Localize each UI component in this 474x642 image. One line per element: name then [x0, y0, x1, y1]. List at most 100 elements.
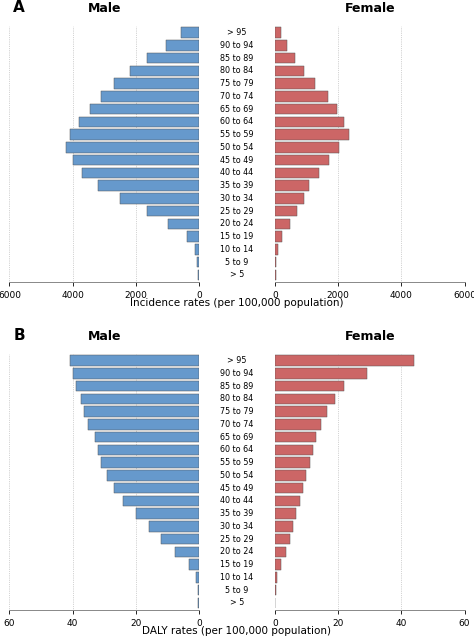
Text: 90 to 94: 90 to 94 [220, 369, 254, 378]
Bar [275, 155, 329, 166]
Text: 85 to 89: 85 to 89 [220, 382, 254, 391]
Text: 70 to 74: 70 to 74 [220, 92, 254, 101]
Text: 5 to 9: 5 to 9 [225, 257, 249, 266]
Text: 20 to 24: 20 to 24 [220, 220, 254, 229]
Text: 55 to 59: 55 to 59 [220, 458, 254, 467]
Bar [275, 117, 345, 127]
Text: 20 to 24: 20 to 24 [220, 548, 254, 557]
Bar [98, 445, 199, 455]
Bar [275, 91, 328, 101]
Bar [76, 381, 199, 392]
Bar [79, 117, 199, 127]
Text: 40 to 44: 40 to 44 [220, 168, 254, 177]
Text: 10 to 14: 10 to 14 [220, 573, 254, 582]
Bar [189, 559, 199, 570]
Bar [275, 585, 276, 595]
Bar [275, 130, 349, 140]
Text: 60 to 64: 60 to 64 [220, 117, 254, 126]
Text: Incidence rates (per 100,000 population): Incidence rates (per 100,000 population) [130, 298, 344, 308]
Bar [275, 356, 414, 366]
Bar [275, 521, 293, 532]
Text: 35 to 39: 35 to 39 [220, 509, 254, 518]
Bar [120, 193, 199, 204]
Bar [136, 508, 199, 519]
Text: 40 to 44: 40 to 44 [220, 496, 254, 505]
Bar [147, 53, 199, 64]
Bar [147, 206, 199, 216]
Bar [275, 534, 290, 544]
Bar [70, 130, 199, 140]
Bar [275, 394, 335, 404]
Bar [275, 547, 286, 557]
Bar [275, 419, 321, 429]
Bar [73, 369, 199, 379]
Bar [198, 270, 199, 280]
Bar [275, 206, 297, 216]
Text: B: B [13, 329, 25, 343]
Bar [161, 534, 199, 544]
Text: 65 to 69: 65 to 69 [220, 105, 254, 114]
Bar [275, 168, 319, 178]
Bar [275, 219, 291, 229]
Bar [275, 559, 281, 570]
Text: Female: Female [345, 3, 395, 15]
Text: 55 to 59: 55 to 59 [220, 130, 254, 139]
Bar [275, 496, 300, 506]
Bar [175, 547, 199, 557]
Bar [275, 483, 303, 494]
Bar [168, 219, 199, 229]
Text: 45 to 49: 45 to 49 [220, 483, 254, 492]
Bar [66, 142, 199, 153]
Text: > 5: > 5 [230, 598, 244, 607]
Bar [73, 155, 199, 166]
Text: 25 to 29: 25 to 29 [220, 207, 254, 216]
Text: 30 to 34: 30 to 34 [220, 194, 254, 203]
Bar [275, 40, 287, 51]
Bar [181, 28, 199, 38]
Text: 70 to 74: 70 to 74 [220, 420, 254, 429]
Text: 85 to 89: 85 to 89 [220, 54, 254, 63]
Bar [196, 572, 199, 583]
Text: Male: Male [88, 331, 121, 343]
Bar [70, 356, 199, 366]
Text: Male: Male [88, 3, 121, 15]
Bar [275, 142, 339, 153]
Bar [108, 470, 199, 481]
Text: 65 to 69: 65 to 69 [220, 433, 254, 442]
Bar [275, 65, 304, 76]
Bar [95, 432, 199, 442]
Bar [275, 458, 310, 468]
Text: 35 to 39: 35 to 39 [220, 181, 254, 190]
Bar [275, 231, 282, 242]
Bar [275, 78, 315, 89]
Bar [123, 496, 199, 506]
Bar [114, 483, 199, 494]
Bar [148, 521, 199, 532]
Bar [81, 394, 199, 404]
Text: 25 to 29: 25 to 29 [220, 535, 254, 544]
Text: 15 to 19: 15 to 19 [220, 232, 254, 241]
Bar [275, 572, 277, 583]
Text: > 95: > 95 [227, 356, 247, 365]
Text: 90 to 94: 90 to 94 [220, 41, 254, 50]
Text: 45 to 49: 45 to 49 [220, 155, 254, 164]
Text: DALY rates (per 100,000 population): DALY rates (per 100,000 population) [143, 626, 331, 636]
Bar [166, 40, 199, 51]
Text: A: A [13, 1, 25, 15]
Text: 30 to 34: 30 to 34 [220, 522, 254, 531]
Bar [195, 244, 199, 255]
Text: > 5: > 5 [230, 270, 244, 279]
Bar [275, 193, 304, 204]
Bar [275, 53, 295, 64]
Text: 50 to 54: 50 to 54 [220, 471, 254, 480]
Bar [275, 104, 337, 114]
Bar [101, 91, 199, 101]
Text: 75 to 79: 75 to 79 [220, 407, 254, 416]
Bar [90, 104, 199, 114]
Text: 75 to 79: 75 to 79 [220, 79, 254, 88]
Bar [275, 257, 276, 267]
Bar [275, 508, 296, 519]
Bar [82, 168, 199, 178]
Bar [275, 432, 316, 442]
Bar [101, 458, 199, 468]
